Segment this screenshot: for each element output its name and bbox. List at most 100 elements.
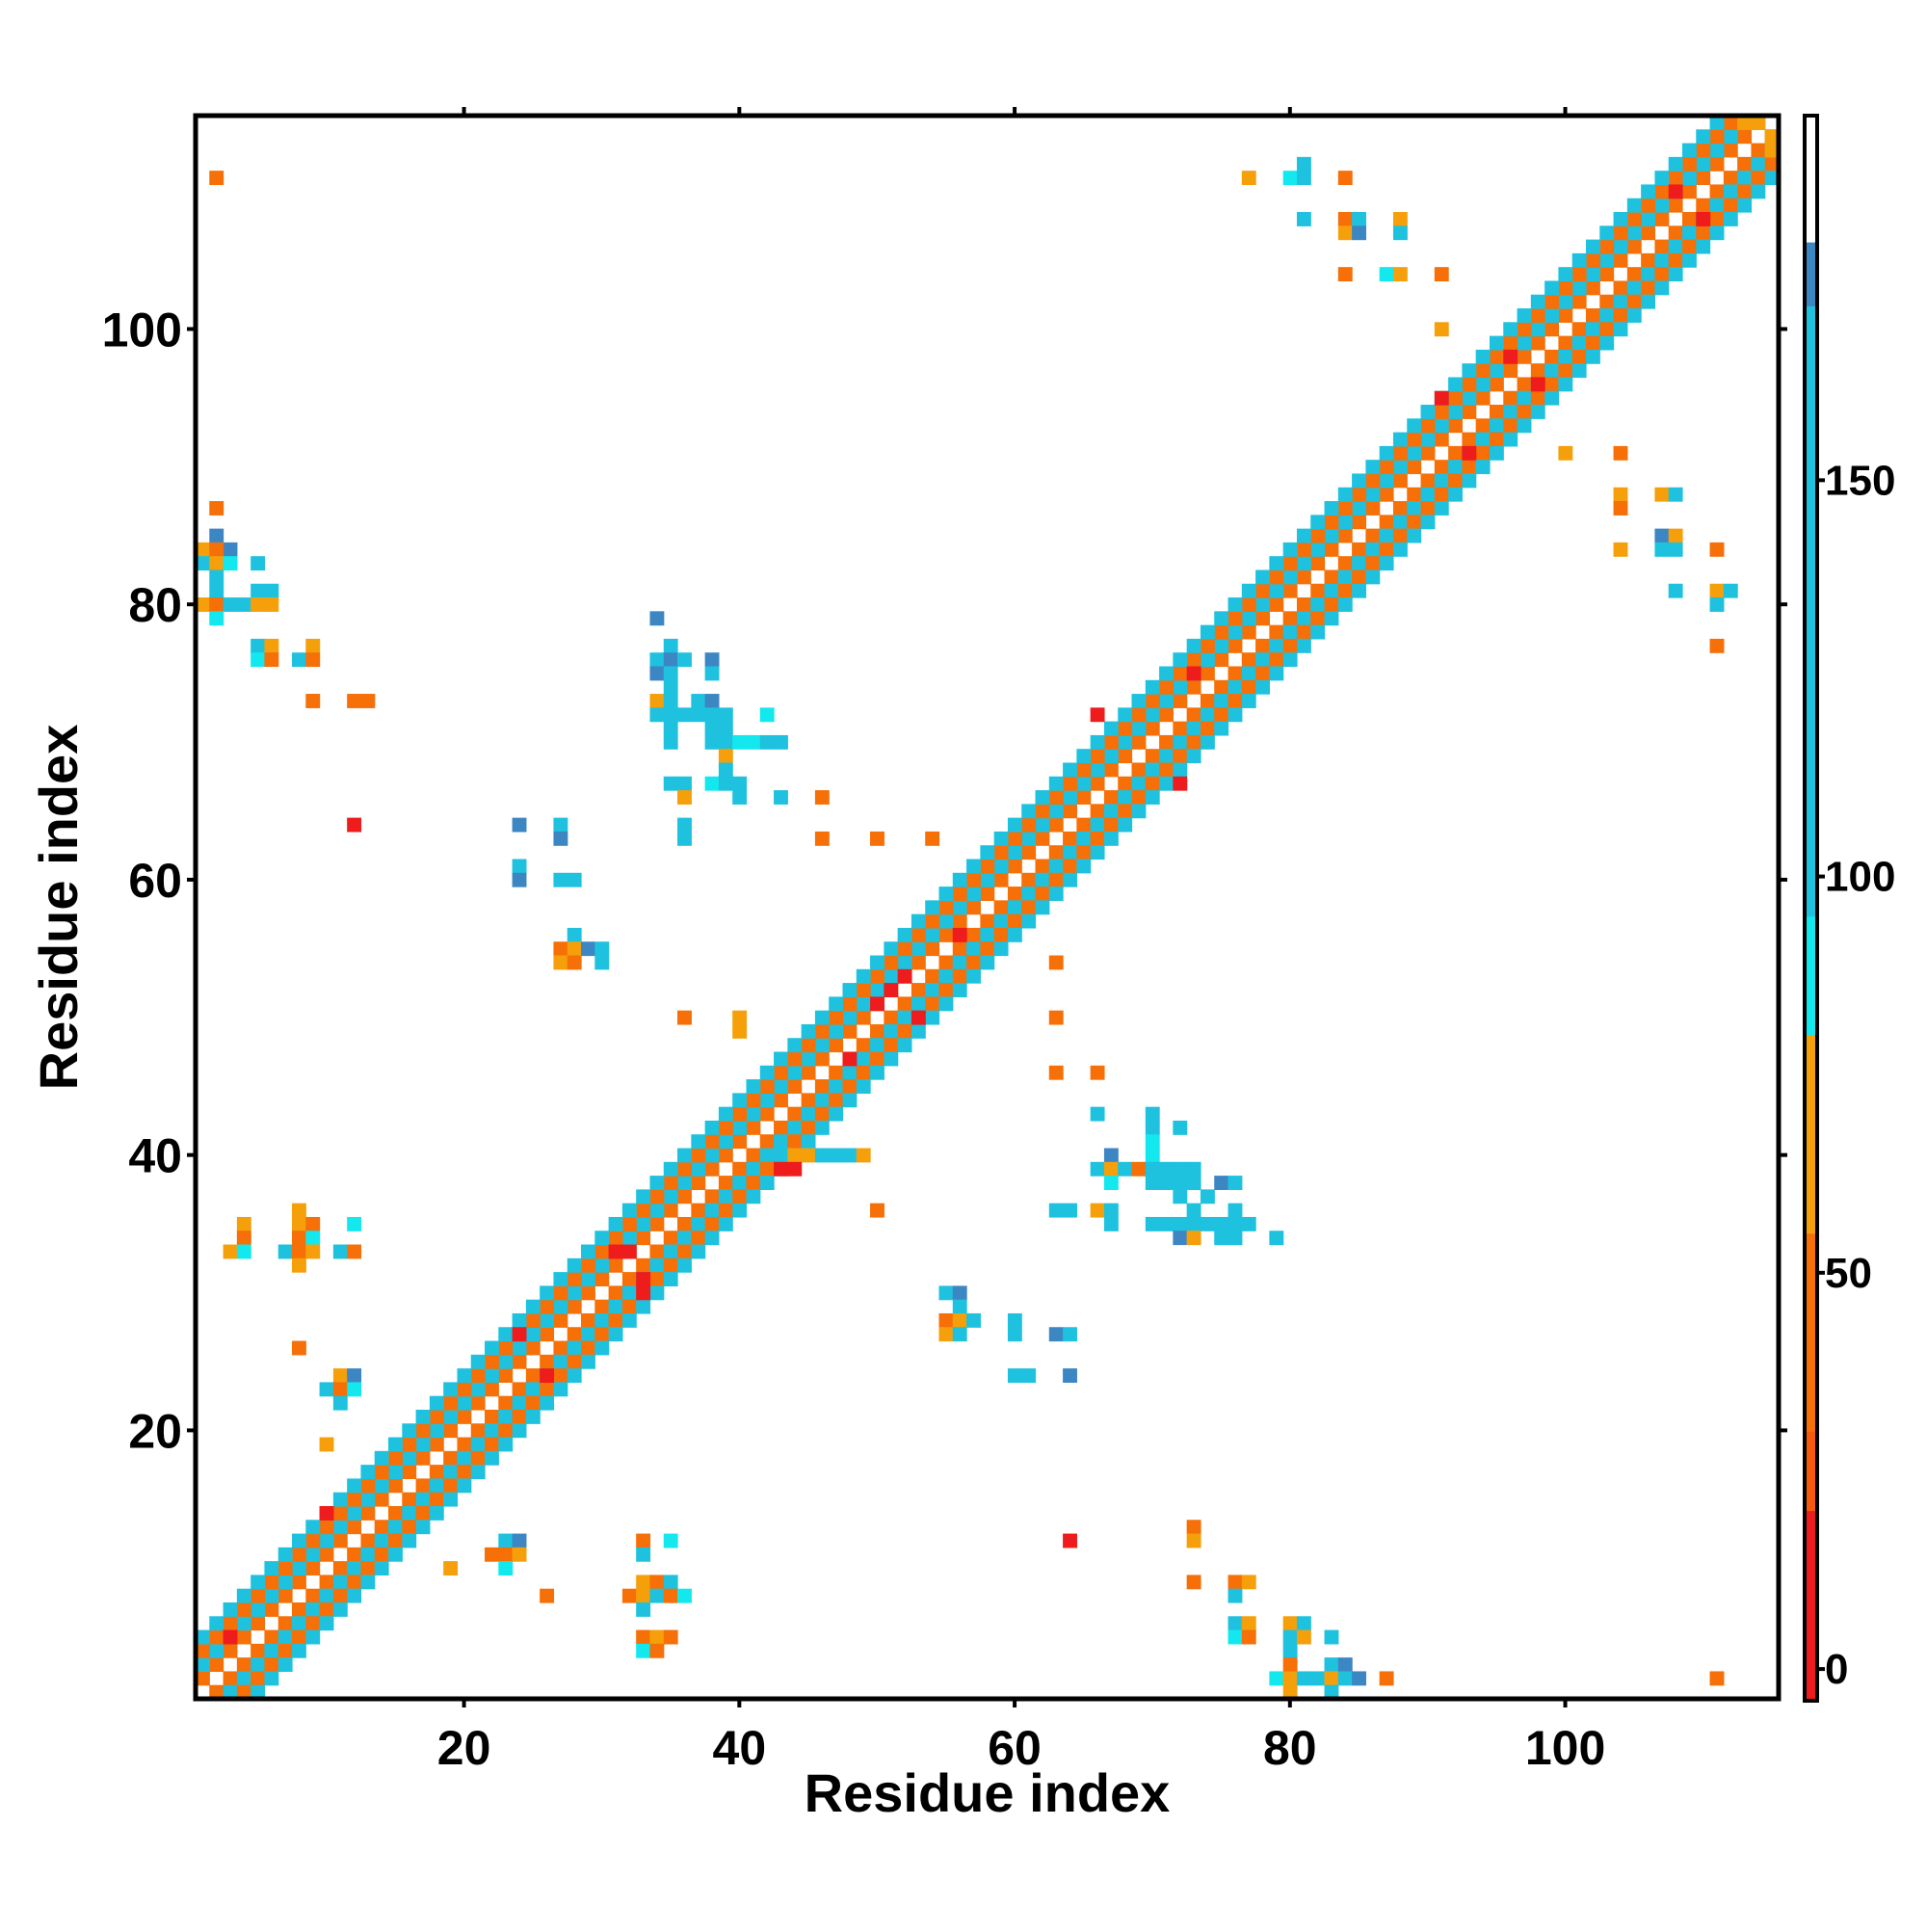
- heatmap-cell: [1241, 694, 1256, 708]
- heatmap-cell: [980, 955, 995, 970]
- heatmap-cell: [1668, 171, 1683, 186]
- heatmap-cell: [1407, 432, 1422, 447]
- heatmap-cell: [677, 1231, 692, 1246]
- heatmap-cell: [621, 1299, 637, 1314]
- heatmap-cell: [443, 1395, 459, 1411]
- colorbar-band: [1805, 1431, 1817, 1512]
- heatmap-cell: [980, 887, 995, 901]
- heatmap-cell: [429, 1478, 444, 1494]
- heatmap-cell: [512, 1409, 527, 1424]
- heatmap-cell: [443, 1409, 459, 1424]
- heatmap-cell: [801, 1120, 816, 1135]
- heatmap-cell: [870, 968, 884, 984]
- heatmap-cell: [1407, 445, 1422, 461]
- heatmap-cell: [567, 1299, 582, 1314]
- heatmap-cell: [814, 1148, 830, 1163]
- heatmap-cell: [1571, 280, 1587, 296]
- heatmap-cell: [704, 666, 720, 681]
- heatmap-cell: [1282, 1671, 1298, 1686]
- heatmap-cell: [993, 927, 1009, 942]
- heatmap-cell: [663, 721, 678, 736]
- heatmap-cell: [1668, 252, 1683, 268]
- heatmap-cell: [1103, 1161, 1119, 1177]
- heatmap-cell: [1296, 638, 1311, 653]
- heatmap-cell: [292, 1643, 306, 1658]
- heatmap-cell: [512, 872, 527, 887]
- heatmap-cell: [746, 734, 761, 750]
- heatmap-cell: [663, 776, 678, 791]
- heatmap-cell: [251, 583, 266, 598]
- heatmap-cell: [732, 1010, 748, 1025]
- heatmap-cell: [332, 1395, 348, 1411]
- heatmap-cell: [209, 611, 224, 626]
- heatmap-cell: [718, 1106, 733, 1122]
- plot-frame: [193, 113, 1782, 1702]
- heatmap-cell: [1392, 515, 1408, 530]
- heatmap-cell: [360, 1505, 376, 1521]
- heatmap-cell: [1737, 129, 1753, 145]
- heatmap-cell: [374, 1533, 389, 1548]
- heatmap-cell: [1654, 487, 1670, 502]
- heatmap-cell: [884, 941, 899, 957]
- heatmap-cell: [966, 927, 981, 942]
- heatmap-cell: [925, 941, 940, 957]
- heatmap-cell: [980, 872, 995, 887]
- heatmap-cell: [347, 1505, 362, 1521]
- heatmap-cell: [1255, 611, 1270, 626]
- heatmap-cell: [1337, 528, 1353, 543]
- heatmap-cell: [1227, 679, 1243, 695]
- heatmap-cell: [1379, 1671, 1394, 1686]
- heatmap-cell: [814, 831, 830, 846]
- heatmap-cell: [814, 1093, 830, 1108]
- heatmap-cell: [1048, 1327, 1064, 1342]
- heatmap-cell: [1324, 1657, 1339, 1673]
- heatmap-cell: [814, 1106, 830, 1122]
- heatmap-cell: [1227, 611, 1243, 626]
- heatmap-cell: [663, 1244, 678, 1259]
- heatmap-cell: [1200, 707, 1215, 723]
- heatmap-cell: [1103, 762, 1119, 778]
- heatmap-cell: [209, 583, 224, 598]
- heatmap-cell: [470, 1368, 486, 1383]
- heatmap-cell: [1626, 280, 1642, 296]
- heatmap-cell: [649, 652, 665, 668]
- heatmap-cell: [319, 1520, 334, 1535]
- heatmap-cell: [1118, 817, 1133, 833]
- heatmap-cell: [1324, 1671, 1339, 1686]
- heatmap-cell: [746, 1161, 761, 1177]
- heatmap-cell: [1668, 198, 1683, 213]
- heatmap-cell: [209, 1684, 224, 1700]
- heatmap-cell: [292, 1616, 306, 1631]
- heatmap-cell: [663, 1203, 678, 1218]
- heatmap-cell: [1048, 845, 1064, 860]
- heatmap-cell: [209, 1643, 224, 1658]
- heatmap-cell: [1681, 143, 1697, 158]
- heatmap-cell: [1048, 1203, 1064, 1218]
- heatmap-cell: [1173, 776, 1188, 791]
- heatmap-cell: [774, 734, 788, 750]
- heatmap-cell: [1641, 184, 1656, 199]
- heatmap-cell: [1021, 872, 1037, 887]
- heatmap-cell: [1613, 445, 1628, 461]
- heatmap-cell: [1282, 652, 1298, 668]
- heatmap-cell: [1613, 212, 1628, 226]
- heatmap-cell: [525, 1409, 541, 1424]
- heatmap-cell: [1392, 212, 1408, 226]
- heatmap-cell: [1448, 405, 1463, 419]
- heatmap-cell: [1626, 225, 1642, 241]
- heatmap-cell: [553, 1368, 568, 1383]
- heatmap-cell: [332, 1575, 348, 1590]
- heatmap-cell: [1696, 212, 1711, 226]
- heatmap-cell: [567, 872, 582, 887]
- heatmap-cell: [1159, 1216, 1174, 1231]
- heatmap-cell: [594, 1340, 610, 1356]
- heatmap-cell: [305, 1616, 321, 1631]
- heatmap-cell: [429, 1437, 444, 1452]
- heatmap-cell: [718, 1176, 733, 1190]
- heatmap-cell: [1448, 460, 1463, 475]
- heatmap-cell: [1571, 252, 1587, 268]
- heatmap-cell: [277, 1616, 293, 1631]
- heatmap-cell: [1090, 776, 1105, 791]
- heatmap-cell: [1021, 845, 1037, 860]
- heatmap-cell: [1310, 528, 1326, 543]
